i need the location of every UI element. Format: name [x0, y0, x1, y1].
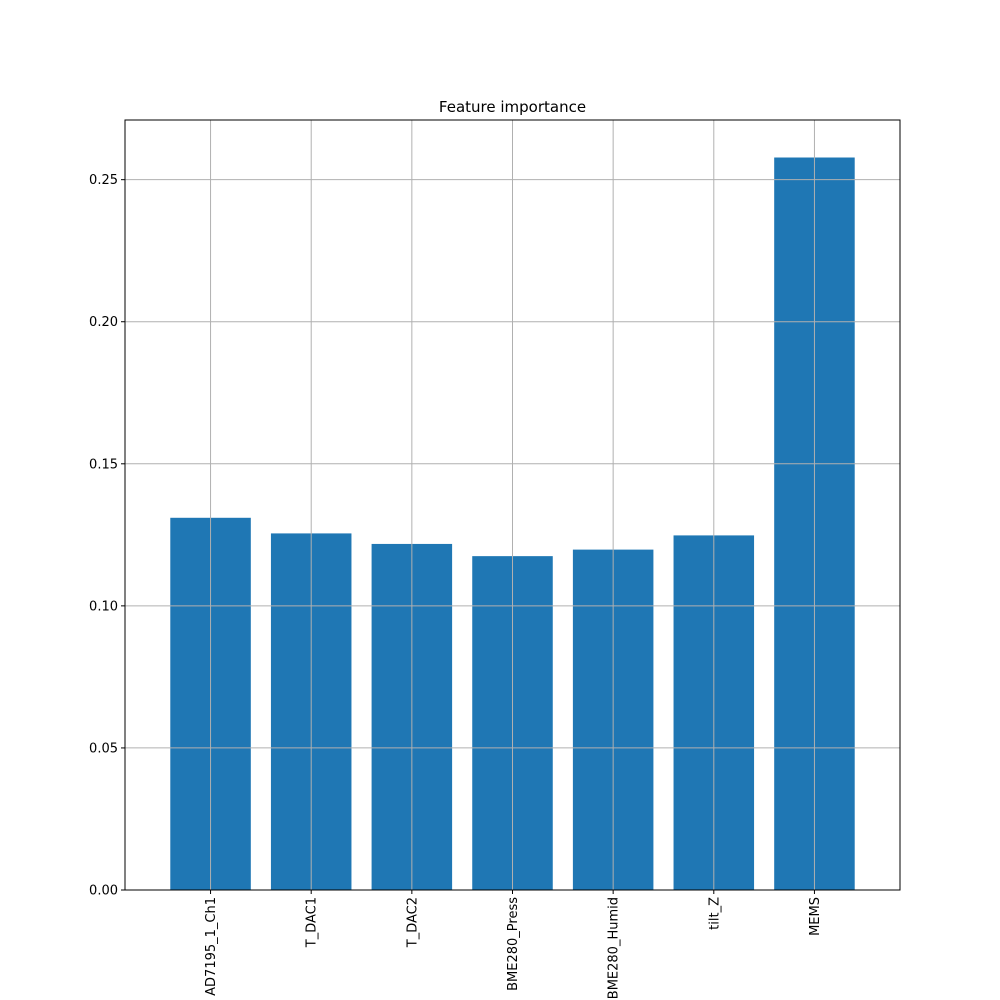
- x-tick-label: T_DAC2: [405, 897, 420, 948]
- chart-title: Feature importance: [439, 98, 586, 116]
- x-tick-label: BME280_Humid: [607, 897, 622, 999]
- y-tick-label: 0.25: [89, 173, 118, 188]
- y-tick-label: 0.20: [89, 315, 118, 330]
- y-tick-label: 0.05: [89, 741, 118, 756]
- x-tick-label: AD7195_1_Ch1: [204, 897, 219, 996]
- y-tick-label: 0.10: [89, 599, 118, 614]
- y-axis: 0.00 0.05 0.10 0.15 0.20 0.25: [89, 173, 125, 899]
- y-tick-label: 0.15: [89, 457, 118, 472]
- x-tick-label: MEMS: [808, 897, 823, 936]
- x-tick-label: T_DAC1: [305, 897, 320, 948]
- x-axis: AD7195_1_Ch1 T_DAC1 T_DAC2 BME280_Press BME2…: [204, 890, 823, 999]
- x-tick-label: tilt_Z: [707, 897, 722, 930]
- x-tick-label: BME280_Press: [506, 897, 521, 991]
- y-tick-label: 0.00: [89, 884, 118, 899]
